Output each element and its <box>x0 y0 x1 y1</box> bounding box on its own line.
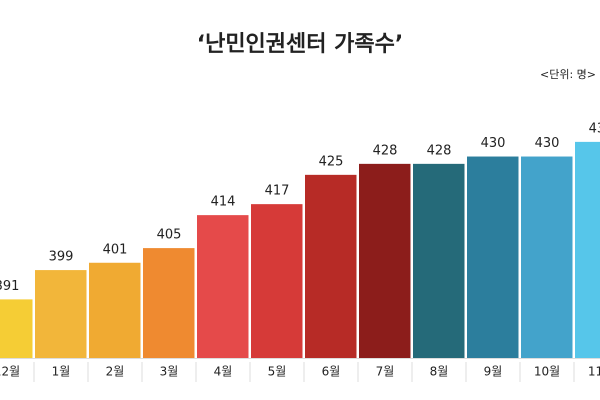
x-tick-label: 9월 <box>484 365 503 379</box>
value-label: 430 <box>535 136 560 151</box>
value-label: 430 <box>481 136 506 151</box>
x-tick-label: 4월 <box>214 365 233 379</box>
bar <box>251 204 303 358</box>
bar <box>359 163 411 358</box>
bar <box>197 215 249 358</box>
bar <box>521 156 573 358</box>
x-tick-label: 8월 <box>430 365 449 379</box>
bar <box>305 174 357 358</box>
x-tick-label: 12월 <box>0 365 20 379</box>
x-tick-label: 11월 <box>588 365 600 379</box>
value-label: 391 <box>0 279 19 294</box>
bar <box>89 262 141 358</box>
x-tick-label: 2월 <box>106 365 125 379</box>
value-label: 405 <box>157 228 182 243</box>
bar <box>0 299 33 358</box>
bar <box>143 248 195 358</box>
chart-subtitle: <단위: 명> <box>540 68 596 81</box>
bar <box>575 141 600 358</box>
value-label: 401 <box>103 242 128 257</box>
x-tick-label: 1월 <box>52 365 71 379</box>
value-label: 417 <box>265 184 290 199</box>
bar <box>413 163 465 358</box>
x-tick-label: 10월 <box>534 365 560 379</box>
x-tick-label: 6월 <box>322 365 341 379</box>
value-label: 399 <box>49 250 74 265</box>
value-label: 414 <box>211 195 236 210</box>
value-label: 428 <box>373 143 398 158</box>
value-label: 434 <box>589 121 600 136</box>
chart-title: ‘난민인권센터 가족수’ <box>197 32 404 57</box>
value-label: 425 <box>319 154 344 169</box>
x-tick-label: 3월 <box>160 365 179 379</box>
value-label: 428 <box>427 143 452 158</box>
bar <box>35 270 87 358</box>
x-tick-label: 5월 <box>268 365 287 379</box>
x-tick-label: 7월 <box>376 365 395 379</box>
bar <box>467 156 519 358</box>
